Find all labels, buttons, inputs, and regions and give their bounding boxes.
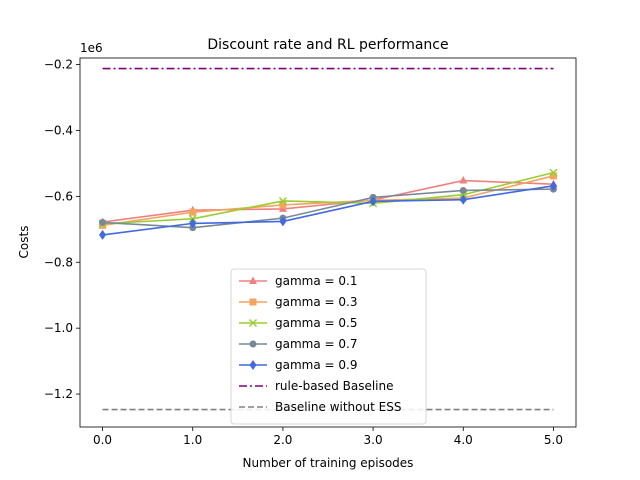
y-tick-label: −0.4: [44, 123, 73, 137]
data-point: [189, 218, 197, 229]
plot-frame: [79, 57, 577, 428]
legend-entry: gamma = 0.1: [239, 274, 357, 288]
data-point: [459, 194, 467, 205]
x-tick-label: 5.0: [544, 433, 563, 447]
chart-title: Discount rate and RL performance: [207, 37, 448, 53]
legend-label: gamma = 0.5: [275, 316, 357, 330]
data-point: [189, 208, 197, 216]
legend-label: gamma = 0.9: [275, 358, 357, 372]
legend-entry: Baseline without ESS: [239, 400, 401, 414]
legend-marker: [249, 340, 257, 348]
y-tick-label: −1.2: [44, 387, 73, 401]
y-tick-label: −1.0: [44, 321, 73, 335]
y-tick-label: −0.2: [44, 58, 73, 72]
series-line: [102, 179, 554, 223]
legend-label: Baseline without ESS: [275, 400, 401, 414]
legend-box: [230, 268, 427, 425]
data-point: [99, 229, 107, 240]
legend-entry: gamma = 0.5: [239, 316, 357, 330]
x-tick-label: 1.0: [183, 433, 202, 447]
legend-marker: [248, 318, 258, 328]
x-tick-label: 2.0: [273, 433, 292, 447]
series-line: [102, 185, 554, 236]
y-offset-text: 1e6: [80, 41, 103, 55]
data-point: [549, 168, 558, 177]
data-point: [459, 176, 468, 184]
data-point: [279, 201, 287, 209]
legend-label: rule-based Baseline: [275, 379, 394, 393]
legend-label: gamma = 0.3: [275, 295, 357, 309]
data-point: [549, 180, 557, 191]
legend-label: gamma = 0.1: [275, 274, 357, 288]
legend-marker: [249, 360, 257, 370]
y-tick-label: −0.6: [44, 189, 73, 203]
series-line: [102, 171, 554, 225]
data-point: [549, 172, 557, 180]
series-line: [102, 175, 554, 227]
x-tick-label: 3.0: [364, 433, 383, 447]
x-tick-label: 0.0: [93, 433, 112, 447]
data-point: [278, 196, 287, 206]
y-tick-label: −0.8: [44, 255, 73, 269]
legend-entry: rule-based Baseline: [239, 379, 394, 393]
legend-entry: gamma = 0.3: [239, 295, 357, 309]
data-point: [369, 196, 377, 207]
x-tick-label: 4.0: [454, 433, 473, 447]
x-axis-label: Number of training episodes: [243, 456, 414, 470]
data-point: [459, 186, 467, 194]
data-point: [279, 216, 287, 227]
series-line: [102, 188, 554, 229]
legend-marker: [249, 298, 257, 306]
legend-entry: gamma = 0.7: [239, 337, 357, 351]
legend-marker: [249, 276, 257, 284]
legend-label: gamma = 0.7: [275, 337, 357, 351]
y-axis-label: Costs: [17, 226, 31, 259]
data-point: [99, 218, 107, 226]
legend-entry: gamma = 0.9: [239, 358, 357, 372]
